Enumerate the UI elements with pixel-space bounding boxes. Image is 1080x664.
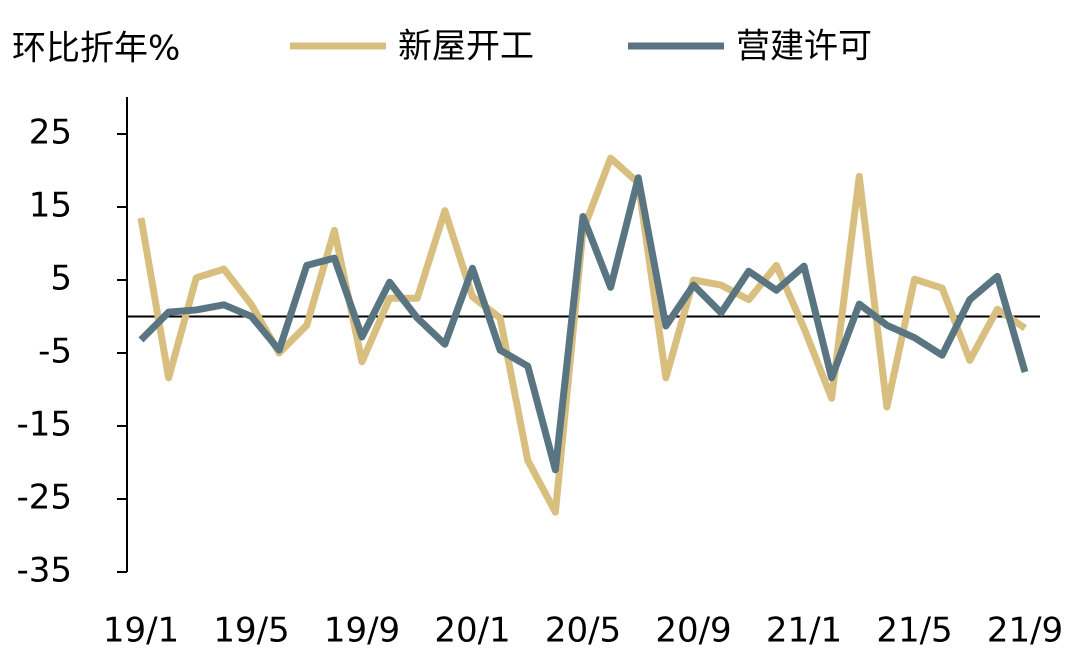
x-tick-label: 19/9 [324,611,400,651]
y-tick-label: -35 [16,551,72,591]
x-tick-label: 21/1 [766,611,842,651]
y-tick-label: 25 [29,113,72,153]
y-tick-label: 5 [50,259,72,299]
x-tick-label: 21/9 [987,611,1063,651]
series-line [138,174,1029,474]
x-tick-label: 20/5 [545,611,621,651]
y-axis-title: 环比折年% [12,29,180,69]
x-tick-label: 19/5 [213,611,289,651]
y-tick-label: -25 [16,478,72,518]
x-tick-label: 20/1 [434,611,510,651]
x-tick-label: 20/9 [655,611,731,651]
x-tick-label: 19/1 [103,611,179,651]
series-line [137,154,1027,516]
legend-label: 营建许可 [736,27,872,67]
y-tick-label: 15 [29,186,72,226]
x-tick-label: 21/5 [876,611,952,651]
y-tick-label: -15 [16,405,72,445]
legend-label: 新屋开工 [398,27,534,67]
y-tick-label: -5 [38,332,72,372]
